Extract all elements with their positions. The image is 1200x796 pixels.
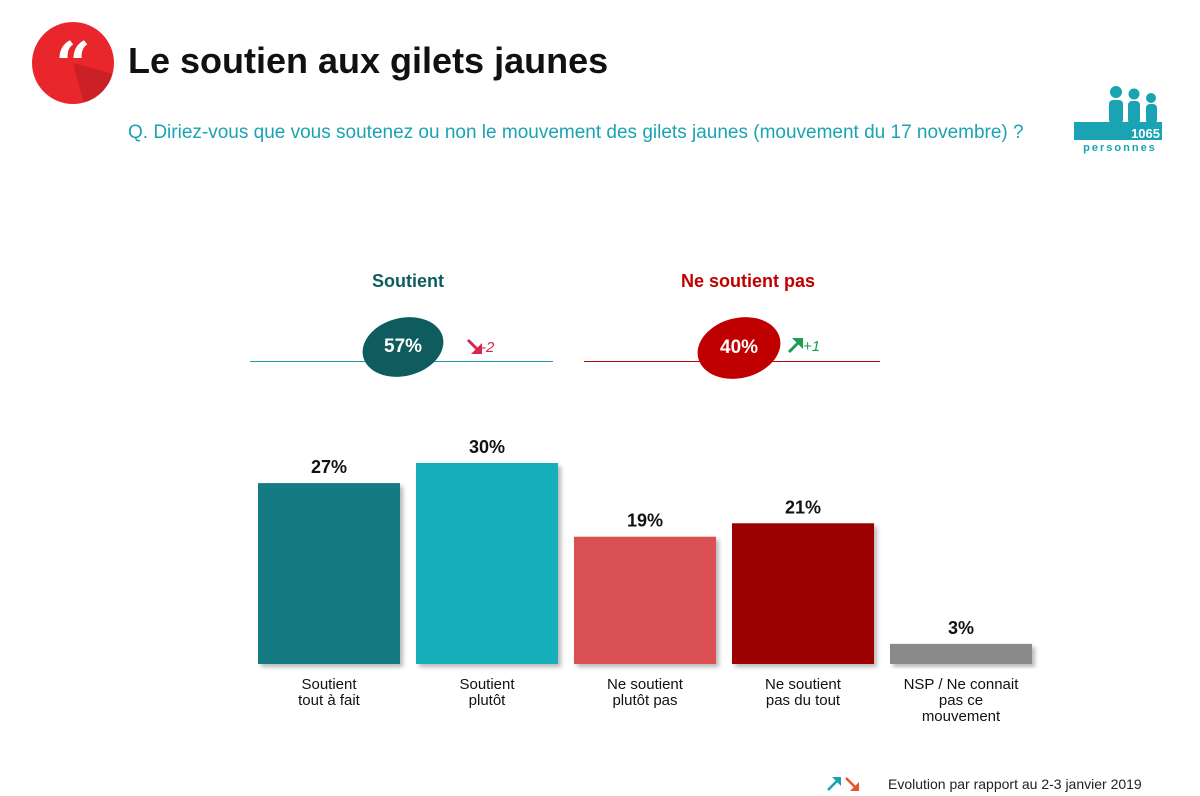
arrow-up-icon: [787, 338, 803, 354]
category-label-line: pas du tout: [765, 692, 841, 709]
category-label-line: plutôt pas: [612, 692, 678, 709]
sample-size-badge: 1065 personnes: [1072, 82, 1164, 158]
category-label-line: mouvement: [921, 708, 1001, 725]
category-label: Soutient plutôt: [410, 677, 564, 709]
category-label-line: NSP / Ne connait: [903, 676, 1019, 693]
bar-2: [416, 463, 558, 664]
category-label: NSP / Ne connait pas ce mouvement: [884, 677, 1038, 725]
quote-glyph: “: [55, 28, 91, 101]
people-icon: [1074, 86, 1162, 140]
bar-1: [258, 483, 400, 664]
category-label-line: Ne soutient: [607, 676, 683, 693]
logo-shadow-icon: [73, 63, 114, 104]
category-label-line: Soutient: [459, 676, 515, 693]
group-label-ne-soutient-pas: Ne soutient pas: [680, 271, 816, 291]
category-label-line: plutôt: [468, 692, 506, 709]
bar-value-label: 30%: [469, 437, 505, 457]
category-label: Ne soutient plutôt pas: [568, 677, 722, 709]
category-label-line: tout à fait: [298, 692, 360, 709]
bar-value-label: 3%: [948, 618, 974, 638]
bar-5: [890, 643, 1032, 664]
category-label-line: Ne soutient: [765, 676, 841, 693]
sample-count: 1065: [1131, 126, 1160, 141]
bar-4: [732, 523, 874, 664]
page-title: Le soutien aux gilets jaunes: [128, 40, 609, 81]
bar-value-label: 19%: [627, 511, 663, 531]
arrow-down-icon: [466, 338, 482, 354]
bar-value-label: 27%: [311, 457, 347, 477]
bar-3: [574, 536, 716, 664]
survey-question: Q. Diriez-vous que vous soutenez ou non …: [128, 122, 1024, 143]
category-label: Soutient tout à fait: [252, 677, 406, 709]
evolution-legend-icon: [827, 777, 859, 791]
footnote: Evolution par rapport au 2-3 janvier 201…: [888, 776, 1142, 792]
category-label: Ne soutient pas du tout: [726, 677, 880, 709]
bar-value-label: 21%: [785, 497, 821, 517]
evolution-soutient: -2: [481, 339, 495, 356]
category-label-line: pas ce: [938, 692, 984, 709]
sample-unit: personnes: [1083, 142, 1157, 154]
group-label-soutient: Soutient: [372, 271, 444, 291]
evolution-ne-soutient-pas: +1: [803, 338, 821, 355]
quote-logo-icon: “: [32, 22, 114, 104]
category-label-line: Soutient: [301, 676, 357, 693]
